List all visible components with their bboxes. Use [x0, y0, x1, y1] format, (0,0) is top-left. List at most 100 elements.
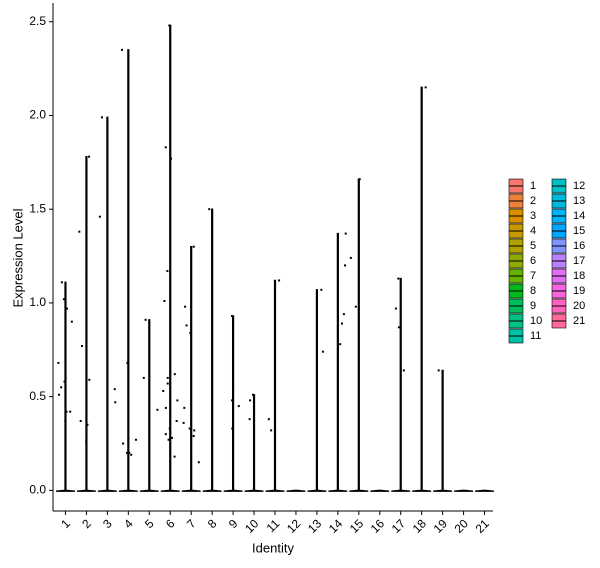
- point: [394, 307, 397, 310]
- legend-label: 18: [573, 270, 585, 282]
- point: [278, 279, 281, 282]
- point: [267, 418, 270, 421]
- point: [88, 378, 91, 381]
- legend-label: 2: [530, 195, 536, 207]
- x-tick-label: 21: [473, 516, 493, 536]
- point: [64, 420, 67, 423]
- point: [156, 408, 159, 411]
- legend-label: 9: [530, 300, 536, 312]
- point: [192, 245, 195, 248]
- y-tick-label: 2.0: [29, 108, 46, 122]
- x-tick-label: 3: [100, 516, 115, 531]
- point: [197, 461, 200, 464]
- point: [167, 438, 170, 441]
- violin: [328, 232, 348, 492]
- point: [122, 442, 125, 445]
- point: [437, 369, 440, 372]
- point: [341, 322, 344, 325]
- point: [344, 264, 347, 267]
- point: [354, 305, 357, 308]
- point: [166, 382, 169, 385]
- legend-label: 17: [573, 255, 585, 267]
- point: [78, 230, 81, 233]
- point: [163, 300, 166, 303]
- legend-label: 19: [573, 285, 585, 297]
- x-tick-label: 19: [431, 516, 451, 536]
- x-tick-label: 4: [121, 516, 136, 531]
- point: [339, 343, 342, 346]
- point: [249, 399, 252, 402]
- violin: [286, 489, 306, 492]
- x-tick-label: 8: [205, 516, 220, 531]
- legend-label: 14: [573, 210, 585, 222]
- point: [188, 427, 191, 430]
- y-axis-label: Expression Level: [10, 208, 25, 307]
- legend-label: 13: [573, 195, 585, 207]
- point: [208, 208, 211, 211]
- x-tick-label: 13: [305, 516, 325, 536]
- point: [237, 405, 240, 408]
- point: [192, 435, 195, 438]
- violin: [139, 319, 159, 492]
- point: [164, 433, 167, 436]
- point: [185, 324, 188, 327]
- point: [349, 256, 352, 259]
- violin: [202, 208, 222, 492]
- violin: [391, 277, 411, 492]
- point: [252, 393, 255, 396]
- violin-shape: [97, 116, 117, 492]
- legend-label: 21: [573, 315, 585, 327]
- violin: [307, 289, 327, 492]
- point: [231, 399, 234, 402]
- point: [182, 421, 185, 424]
- x-tick-label: 2: [79, 516, 94, 531]
- point: [114, 401, 117, 404]
- violin: [475, 489, 495, 492]
- legend-label: 10: [530, 315, 542, 327]
- violin-shape: [139, 319, 159, 492]
- violin: [454, 489, 474, 492]
- violin: [349, 178, 369, 492]
- violin: [97, 116, 117, 492]
- point: [125, 451, 128, 454]
- point: [113, 388, 116, 391]
- legend-label: 20: [573, 300, 585, 312]
- x-tick-label: 17: [389, 516, 409, 536]
- point: [183, 406, 186, 409]
- point: [248, 418, 251, 421]
- x-tick-label: 7: [184, 516, 199, 531]
- point: [144, 318, 147, 321]
- x-tick-label: 1: [58, 516, 73, 531]
- legend-label: 15: [573, 225, 585, 237]
- point: [173, 373, 176, 376]
- x-tick-label: 18: [410, 516, 430, 536]
- point: [126, 361, 129, 364]
- point: [231, 427, 234, 430]
- y-tick-label: 2.5: [29, 14, 46, 28]
- legend-label: 5: [530, 240, 536, 252]
- violin-shape: [454, 489, 474, 492]
- x-tick-label: 16: [368, 516, 388, 536]
- violin-shape: [286, 489, 306, 492]
- violin-shape: [433, 369, 453, 492]
- x-tick-label: 9: [226, 516, 241, 531]
- point: [184, 305, 187, 308]
- point: [128, 451, 131, 454]
- point: [88, 155, 91, 158]
- point: [60, 281, 63, 284]
- x-tick-label: 6: [163, 516, 178, 531]
- point: [57, 361, 60, 364]
- violin-shape: [202, 208, 222, 492]
- point: [424, 86, 427, 89]
- point: [166, 376, 169, 379]
- point: [170, 436, 173, 439]
- point: [320, 288, 323, 291]
- violin-shape: [412, 86, 432, 492]
- point: [134, 438, 137, 441]
- violin-shape: [265, 279, 285, 492]
- violin: [223, 315, 243, 492]
- point: [63, 380, 66, 383]
- violin-shape: [223, 315, 243, 492]
- point: [162, 390, 165, 393]
- violin-shape: [55, 281, 75, 492]
